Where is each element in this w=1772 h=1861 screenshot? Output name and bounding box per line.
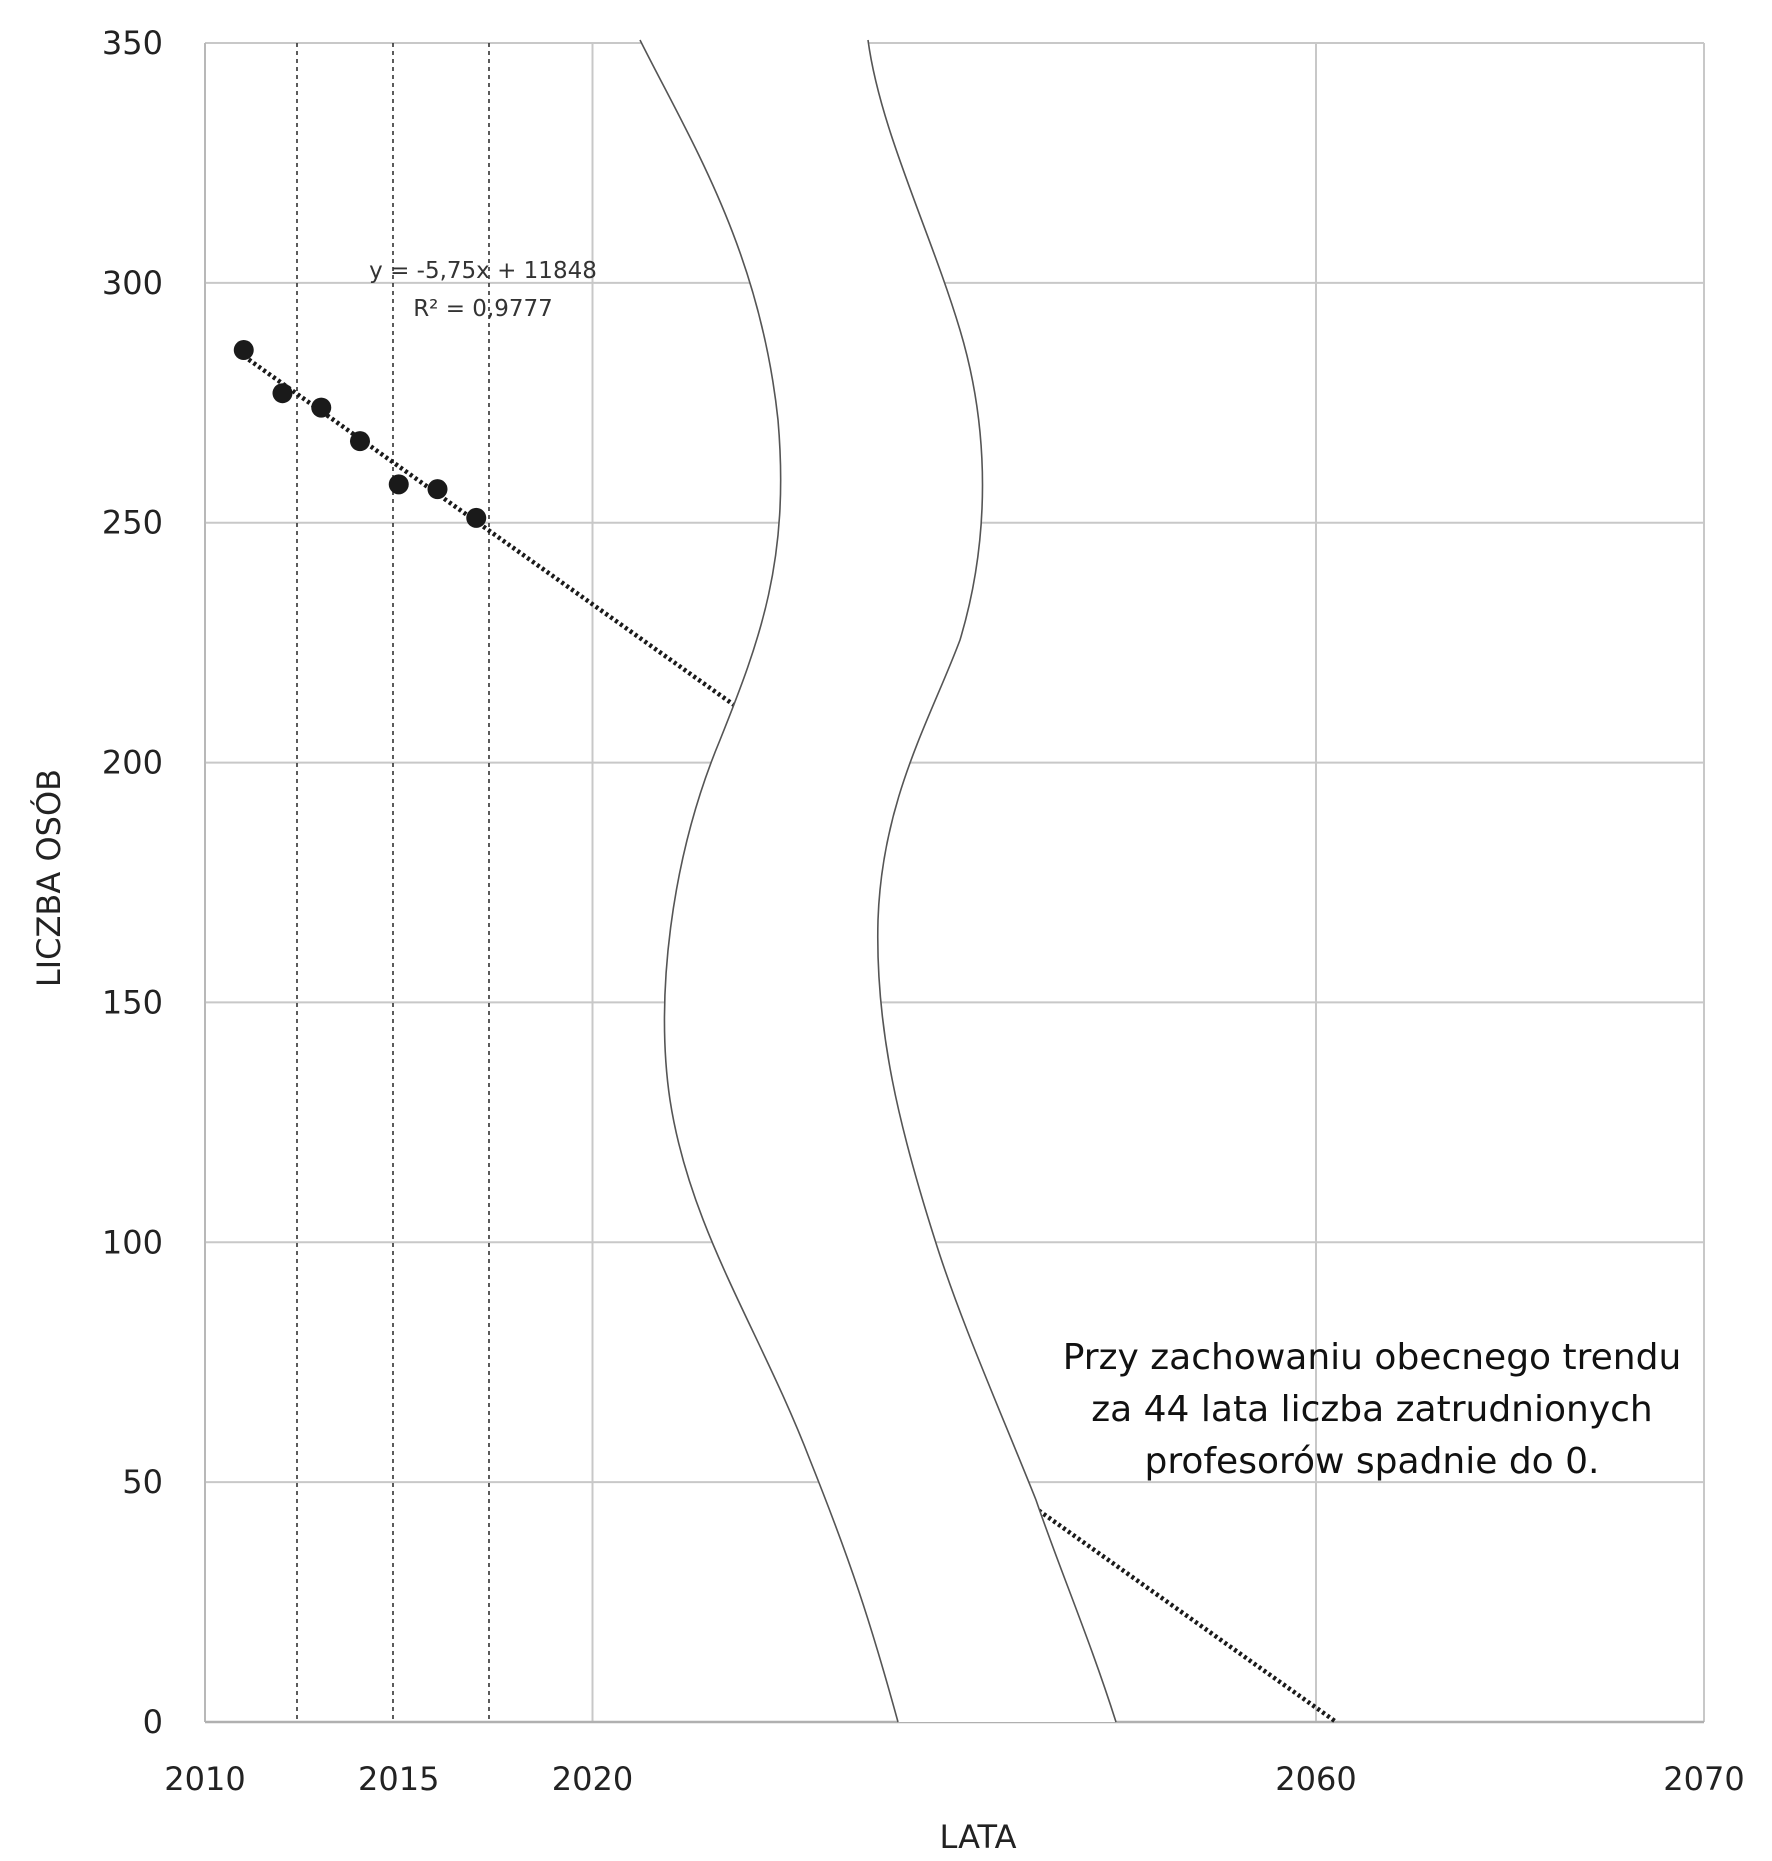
data-points <box>233 340 487 528</box>
data-point-2017 <box>466 507 487 528</box>
data-point-2016 <box>427 479 448 500</box>
trendline-group <box>242 354 1337 1724</box>
y-tick-label: 0 <box>143 1703 163 1741</box>
axis-break <box>639 39 1117 1723</box>
y-tick-labels: 0 50 100 150 200 250 300 350 <box>102 24 163 1741</box>
trendline-r-squared: R² = 0,9777 <box>413 296 553 322</box>
annotation-line-3: profesorów spadnie do 0. <box>1144 1441 1599 1482</box>
x-tick-label: 2060 <box>1275 1760 1356 1798</box>
trendline-segment-left <box>242 354 749 717</box>
x-tick-label: 2010 <box>164 1760 245 1798</box>
data-point-2015 <box>388 474 409 495</box>
y-tick-label: 200 <box>102 744 163 782</box>
horizontal-gridlines <box>205 42 1704 1484</box>
data-point-2011 <box>233 340 254 361</box>
x-tick-label: 2070 <box>1663 1760 1744 1798</box>
y-tick-label: 50 <box>122 1463 163 1501</box>
y-tick-label: 350 <box>102 24 163 62</box>
y-tick-label: 100 <box>102 1223 163 1261</box>
x-tick-labels: 2010 2015 2020 2060 2070 <box>164 1760 1744 1798</box>
x-axis-title: LATA <box>940 1818 1017 1856</box>
data-point-2014 <box>350 431 370 452</box>
data-point-2012 <box>272 383 293 404</box>
axis-break-band <box>640 40 1116 1722</box>
annotation-line-1: Przy zachowaniu obecnego trendu <box>1063 1337 1682 1378</box>
y-tick-label: 250 <box>102 504 163 542</box>
data-point-2013 <box>311 397 332 418</box>
x-tick-label: 2015 <box>358 1760 439 1798</box>
trendline-equation: y = -5,75x + 11848 <box>369 258 597 284</box>
vertical-gridlines <box>591 43 1317 1722</box>
annotation-line-2: za 44 lata liczba zatrudnionych <box>1091 1389 1653 1430</box>
x-tick-label: 2020 <box>552 1760 633 1798</box>
y-tick-label: 150 <box>102 983 163 1021</box>
axis-break-edge-right <box>867 39 1117 1723</box>
axis-break-edge-left <box>639 39 899 1723</box>
dashed-reference-lines <box>296 43 490 1722</box>
trendline-segment-right <box>1027 1501 1337 1724</box>
y-axis-title: LICZBA OSÓB <box>29 769 68 987</box>
y-tick-label: 300 <box>102 264 163 302</box>
